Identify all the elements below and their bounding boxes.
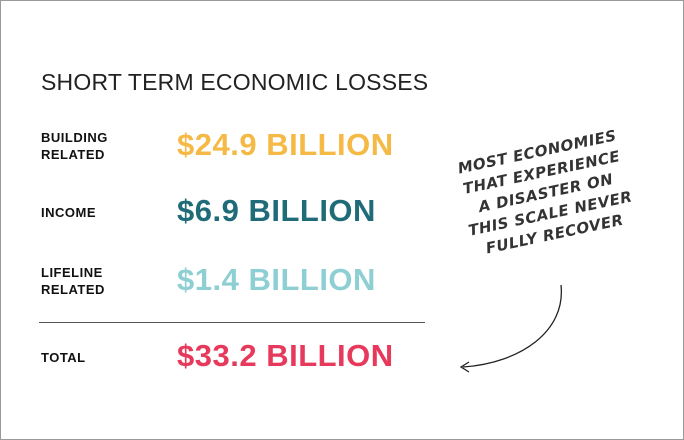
title: SHORT TERM ECONOMIC LOSSES: [41, 69, 429, 95]
row-label: TOTAL: [41, 349, 86, 366]
amount: $1.4 BILLION: [177, 262, 376, 297]
label-line: RELATED: [41, 147, 105, 162]
label-line: INCOME: [41, 204, 96, 220]
label-line: TOTAL: [41, 349, 86, 365]
amount: $24.9 BILLION: [177, 127, 394, 162]
amount: $33.2 BILLION: [177, 338, 394, 373]
arrow-line: [462, 284, 562, 368]
divider: [39, 322, 425, 323]
amount: $6.9 BILLION: [177, 193, 376, 228]
label-line: RELATED: [41, 282, 105, 297]
row-label: INCOME: [41, 204, 96, 221]
row-label: LIFELINE RELATED: [41, 264, 105, 298]
label-line: LIFELINE: [41, 265, 103, 280]
label-line: BUILDING: [41, 130, 108, 145]
arrow-head: [459, 361, 470, 373]
row-label: BUILDING RELATED: [41, 129, 108, 163]
